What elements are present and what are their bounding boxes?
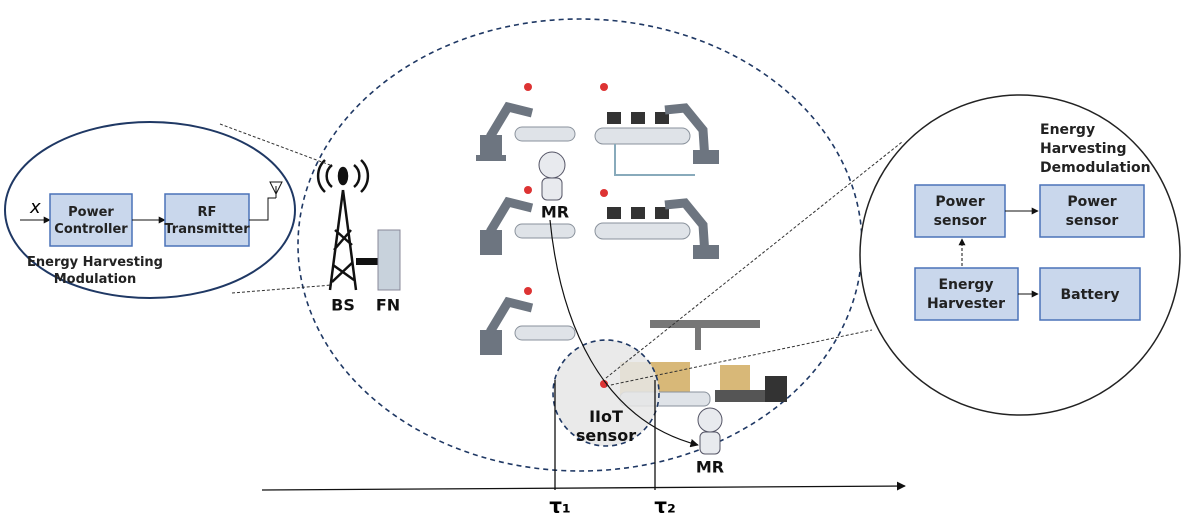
text-line: Power [935,194,984,210]
factory-cells-part-part [476,155,506,161]
demodulator-zoom [860,95,1180,415]
text-line: Harvester [927,296,1005,312]
text-line: Power [68,205,114,220]
factory-cells-part-part [650,320,760,328]
factory-cells-part-part [524,186,532,194]
factory-cells-part [595,203,719,259]
factory-cells-part-part [607,112,621,124]
factory-cells-part-part [524,287,532,295]
text-line: Power [1067,194,1116,210]
factory-cells-part-part [693,150,719,164]
factory-cells-part [476,107,575,161]
text-line: Energy [938,277,993,293]
factory-cells-part-part [765,376,787,402]
zoom-line [232,285,332,293]
time-label: τ₂ [654,494,676,518]
block [165,194,249,246]
robot [539,152,565,200]
factory-cells-part-part [515,224,575,238]
bs-label: BS [331,296,355,315]
text-line: Transmitter [164,222,250,237]
input-label: x [29,197,41,218]
block [915,268,1018,320]
factory-cells-part-part [695,320,701,350]
zoom-line [606,142,902,378]
factory-cells-part-part [480,230,502,255]
factory-cells-part-part [595,128,690,144]
modulator-zoom [5,122,295,298]
base-station-part [339,168,347,184]
factory-cells-part [524,83,608,295]
factory-cells-part-part [615,144,695,175]
block [50,194,132,246]
text-line: Controller [54,222,128,237]
text-line: RF [198,205,217,220]
base-station-part [330,190,356,290]
factory-cells-part [480,302,575,355]
block-label: Battery [1060,287,1119,303]
diagram: IIoTsensor MR MR BS FN x PowerController… [0,0,1182,520]
robot-label: MR [541,203,569,222]
base-station [318,160,368,290]
factory-cells-part-part [524,83,532,91]
factory-cells-part-part [631,112,645,124]
factory-cells-part-part [693,245,719,259]
text-line: sensor [576,426,636,445]
factory-cells-part-part [600,189,608,197]
factory-cells-part-part [480,330,502,355]
robot-part [539,152,565,178]
robot-part [700,432,720,454]
text-line: sensor [934,213,987,229]
robot-part [542,178,562,200]
robot-label: MR [696,458,724,477]
time-label: τ₁ [549,494,571,518]
text-line: IIoT [589,407,623,426]
text-line: Demodulation [1040,160,1151,176]
factory-cells-part [595,108,719,175]
factory-cells-part-part [515,127,575,141]
text-line: Energy Harvesting [27,255,163,270]
factory-cells-part-part [595,223,690,239]
text-line: Energy [1040,122,1095,138]
robot [698,408,722,454]
block [1040,185,1144,237]
time-axis [262,486,905,490]
link [356,258,380,265]
text-line: Harvesting [1040,141,1127,157]
fog-node [378,230,400,290]
factory-cells-part-part [715,390,765,402]
text-line: sensor [1066,213,1119,229]
factory-cells-part-part [631,207,645,219]
fn-label: FN [376,296,400,315]
factory-cells-part-part [607,207,621,219]
text-line: Modulation [54,272,137,287]
robot-part [698,408,722,432]
block [915,185,1005,237]
factory-cells-part-part [515,326,575,340]
factory-cells-part-part [600,83,608,91]
